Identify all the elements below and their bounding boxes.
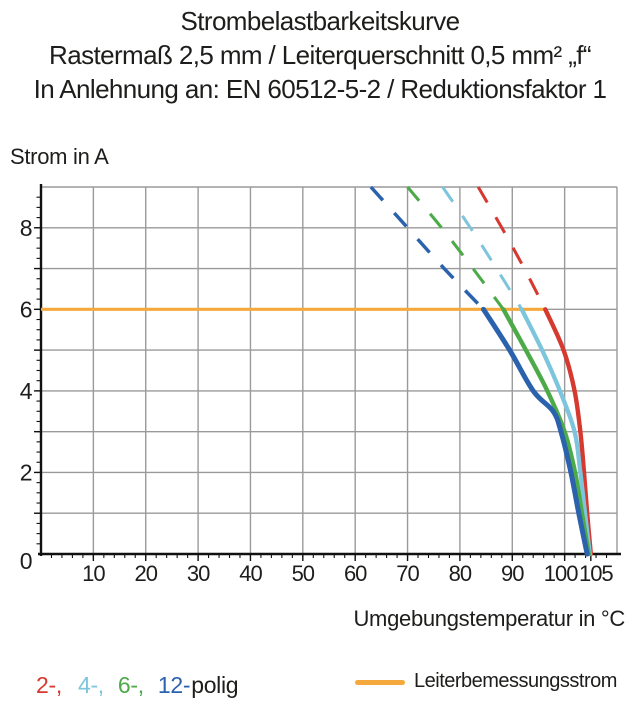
curve-6-polig [501,307,591,557]
rated-current-legend: Leiterbemessungsstrom [355,670,617,693]
x-tick-label: 105 [579,561,613,586]
rated-current-line-swatch [355,680,405,685]
poles-legend: 2-, 4-, 6-, 12-polig [36,672,239,699]
x-tick-label: 70 [396,561,419,586]
x-tick-label: 80 [449,561,472,586]
curve-4-polig [519,307,592,557]
y-tick-label: 8 [20,215,32,241]
y-axis-title: Strom in A [10,144,109,169]
poles-legend-item-12: 12- [157,672,191,698]
y-tick-label: 0 [20,548,32,574]
x-tick-label: 10 [82,561,105,586]
x-axis-title: Umgebungstemperatur in °C [353,606,625,631]
x-tick-label: 100 [544,561,578,586]
rated-current-label: Leiterbemessungsstrom [414,670,617,692]
poles-legend-item-4: 4-, [77,672,104,698]
x-tick-label: 40 [239,561,262,586]
poles-legend-item-2: 2-, [36,672,62,698]
x-tick-label: 20 [134,561,157,586]
chart-title-line1: Strombelastbarkeitskurve [180,6,461,36]
plot-area: 10 20 30 40 50 60 70 80 90 100 105 0 2 4 6 8 [20,184,621,586]
curve-dashed-4-polig [441,186,523,311]
y-tick-label: 4 [20,378,33,404]
x-tick-label: 90 [501,561,524,586]
chart-title-block: Strombelastbarkeitskurve Rastermaß 2,5 m… [0,4,640,106]
x-tick-label: 30 [187,561,210,586]
x-tick-label: 50 [292,561,315,586]
curve-dashed-2-polig [476,186,547,311]
curve-12-polig [480,306,590,557]
chart-title-line2: Rastermaß 2,5 mm / Leiterquerschnitt 0,5… [49,40,592,70]
curve-dashed-6-polig [406,186,505,311]
y-tick-label: 6 [20,296,32,322]
curve-dashed-12-polig [369,185,485,311]
chart-title-line3: In Anlehnung an: EN 60512-5-2 / Reduktio… [33,74,607,104]
x-tick-label: 60 [344,561,367,586]
poles-legend-item-polig: polig [191,672,239,698]
poles-legend-item-6: 6-, [117,672,144,698]
y-tick-label: 2 [20,459,32,485]
